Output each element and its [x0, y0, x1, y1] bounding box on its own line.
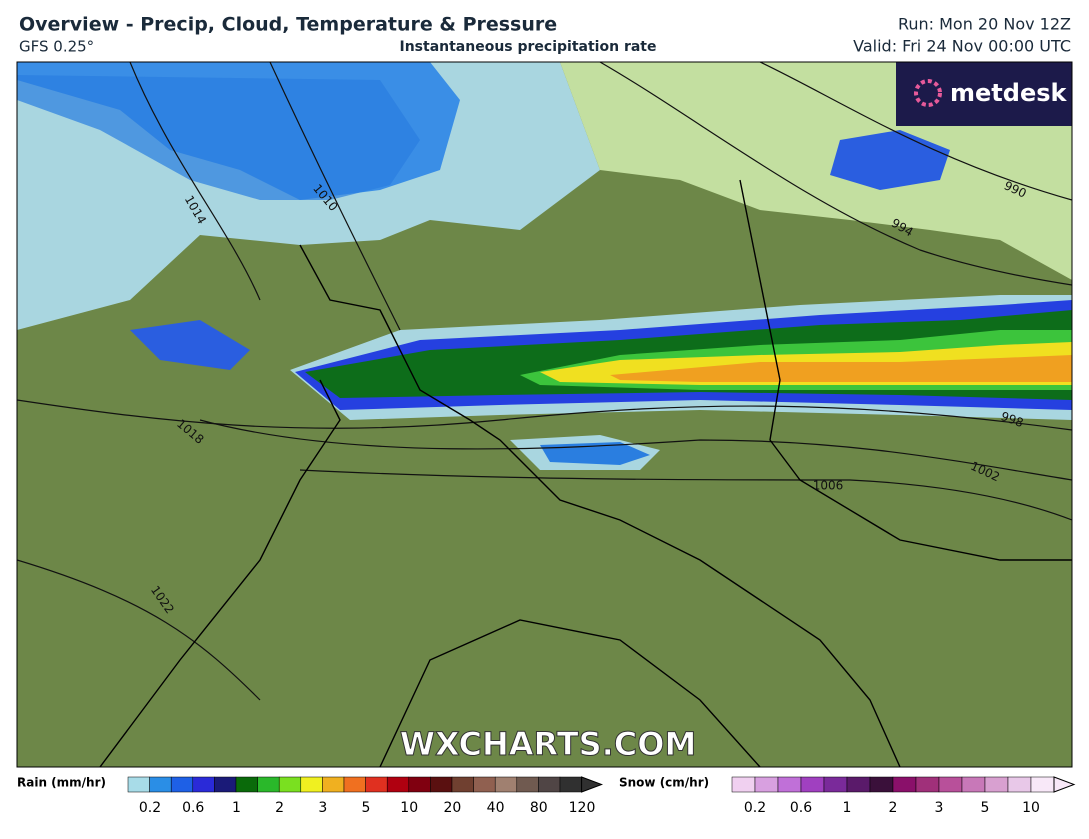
snow-swatch — [731, 776, 756, 793]
rain-tick-label: 80 — [530, 800, 548, 816]
subtitle: Instantaneous precipitation rate — [400, 39, 657, 55]
run: Run: Mon 20 Nov 12Z — [898, 15, 1071, 34]
rain-swatch — [430, 776, 453, 793]
snow-swatch — [984, 776, 1009, 793]
rain-swatch-arrow — [581, 776, 604, 793]
rain-swatch — [127, 776, 150, 793]
logo: metdesk — [950, 79, 1068, 107]
rain-tick-label: 3 — [318, 800, 327, 816]
rain-swatch — [343, 776, 366, 793]
isobar-label: 1006 — [813, 479, 844, 493]
rain-swatch — [235, 776, 258, 793]
model: GFS 0.25° — [19, 38, 94, 56]
snow-tick-label: 1 — [843, 800, 852, 816]
valid: Valid: Fri 24 Nov 00:00 UTC — [853, 37, 1071, 56]
rain-tick-label: 5 — [362, 800, 371, 816]
rain-swatch — [300, 776, 323, 793]
rain-tick-label: 0.2 — [139, 800, 161, 816]
snow-tick-label: 0.6 — [790, 800, 812, 816]
rain-swatch — [322, 776, 345, 793]
snow-legend-title: Snow (cm/hr) — [619, 776, 709, 790]
snow-swatch — [938, 776, 963, 793]
rain-swatch — [408, 776, 431, 793]
snow-swatch — [800, 776, 825, 793]
rain-swatch — [516, 776, 539, 793]
rain-swatch — [278, 776, 302, 793]
snow-swatch — [1007, 776, 1032, 793]
snow-swatch — [846, 776, 871, 793]
snow-tick-label: 0.2 — [744, 800, 766, 816]
rain-swatch — [559, 776, 582, 793]
rain-swatch — [494, 776, 518, 793]
snow-swatch — [754, 776, 779, 793]
snow-tick-label: 2 — [889, 800, 898, 816]
rain-tick-label: 120 — [569, 800, 596, 816]
map-frame — [16, 61, 1073, 768]
rain-swatch — [451, 776, 474, 793]
rain-swatch — [214, 776, 237, 793]
snow-tick-label: 10 — [1022, 800, 1040, 816]
snow-swatch — [823, 776, 848, 793]
watermark: WXCHARTS.COM — [400, 725, 697, 763]
rain-tick-label: 1 — [232, 800, 241, 816]
title: Overview - Precip, Cloud, Temperature & … — [19, 14, 557, 36]
snow-swatch — [915, 776, 940, 793]
rain-legend-title: Rain (mm/hr) — [17, 776, 106, 790]
rain-swatch — [170, 776, 194, 793]
rain-tick-label: 10 — [400, 800, 418, 816]
rain-swatch — [538, 776, 561, 793]
snow-tick-label: 3 — [935, 800, 944, 816]
snow-swatch — [869, 776, 894, 793]
rain-swatch — [257, 776, 280, 793]
rain-tick-label: 2 — [275, 800, 284, 816]
snow-tick-label: 5 — [981, 800, 990, 816]
rain-swatch — [473, 776, 496, 793]
rain-swatch — [149, 776, 172, 793]
snow-swatch-arrow — [1053, 776, 1076, 793]
rain-swatch — [192, 776, 215, 793]
rain-tick-label: 40 — [487, 800, 505, 816]
rain-tick-label: 0.6 — [182, 800, 204, 816]
rain-tick-label: 20 — [443, 800, 461, 816]
snow-swatch — [777, 776, 802, 793]
snow-swatch — [961, 776, 986, 793]
rain-swatch — [386, 776, 410, 793]
snow-swatch — [1030, 776, 1055, 793]
snow-swatch — [892, 776, 917, 793]
rain-swatch — [365, 776, 388, 793]
